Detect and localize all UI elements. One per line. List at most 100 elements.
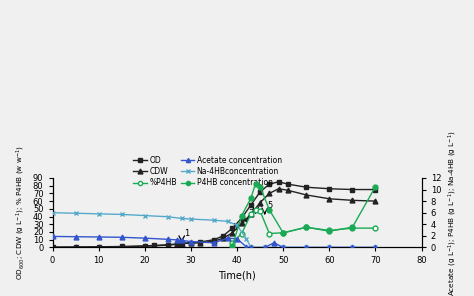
OD <box>220 234 226 238</box>
CDW <box>229 231 235 234</box>
OD <box>349 188 355 191</box>
OD <box>174 242 180 246</box>
P4HB concentration <box>229 244 235 247</box>
OD <box>188 241 194 244</box>
Na-4HBconcentration <box>119 213 125 216</box>
Acetate concentration <box>327 246 332 249</box>
P4HB concentration <box>327 229 332 233</box>
Acetate concentration <box>211 241 217 244</box>
CDW <box>239 222 245 225</box>
Acetate concentration <box>373 246 378 249</box>
CDW <box>174 242 180 246</box>
P4HB concentration <box>253 182 258 186</box>
Acetate concentration <box>73 235 78 239</box>
P4HB concentration <box>349 225 355 229</box>
Na-4HBconcentration <box>50 211 55 215</box>
Na-4HBconcentration <box>234 224 240 227</box>
Na-4HBconcentration <box>244 237 249 241</box>
OD <box>266 182 272 186</box>
Na-4HBconcentration <box>188 217 194 221</box>
OD <box>303 185 309 189</box>
CDW <box>327 197 332 201</box>
%P4HB <box>229 241 235 244</box>
%P4HB <box>266 232 272 235</box>
Line: Na-4HBconcentration: Na-4HBconcentration <box>50 210 378 250</box>
%P4HB <box>303 226 309 229</box>
%P4HB <box>280 231 286 234</box>
%P4HB <box>239 232 245 235</box>
Acetate concentration <box>244 245 249 249</box>
Text: 1: 1 <box>184 229 189 238</box>
CDW <box>96 245 101 249</box>
P4HB concentration <box>266 208 272 212</box>
P4HB concentration <box>280 231 286 235</box>
Na-4HBconcentration <box>303 246 309 249</box>
Na-4HBconcentration <box>142 214 147 217</box>
CDW <box>220 237 226 240</box>
CDW <box>142 244 147 248</box>
Acetate concentration <box>248 246 254 249</box>
OD <box>229 226 235 230</box>
CDW <box>119 245 125 249</box>
Na-4HBconcentration <box>73 211 78 215</box>
OD <box>165 243 171 247</box>
Acetate concentration <box>280 246 286 249</box>
CDW <box>211 239 217 243</box>
Line: Acetate concentration: Acetate concentration <box>50 234 378 250</box>
P4HB concentration <box>257 185 263 189</box>
CDW <box>257 201 263 205</box>
OD <box>257 190 263 194</box>
X-axis label: Time(h): Time(h) <box>218 271 256 281</box>
Line: CDW: CDW <box>50 186 378 250</box>
OD <box>276 180 282 184</box>
Line: %P4HB: %P4HB <box>230 208 378 245</box>
%P4HB <box>248 213 254 216</box>
Acetate concentration <box>179 239 184 242</box>
Na-4HBconcentration <box>211 218 217 222</box>
P4HB concentration <box>239 214 245 217</box>
OD <box>151 244 157 247</box>
Y-axis label: OD$_{600}$; CDW (g L$^{-1}$); % P4HB (w w$^{-1}$): OD$_{600}$; CDW (g L$^{-1}$); % P4HB (w … <box>15 145 27 280</box>
CDW <box>373 199 378 203</box>
OD <box>239 216 245 220</box>
Text: 4: 4 <box>258 200 263 209</box>
Na-4HBconcentration <box>373 246 378 249</box>
Acetate concentration <box>349 246 355 249</box>
Na-4HBconcentration <box>225 220 231 223</box>
Na-4HBconcentration <box>96 212 101 215</box>
OD <box>142 244 147 248</box>
OD <box>50 245 55 249</box>
Acetate concentration <box>50 235 55 238</box>
Acetate concentration <box>262 246 268 249</box>
%P4HB <box>253 209 258 212</box>
OD <box>248 203 254 207</box>
CDW <box>188 242 194 245</box>
CDW <box>73 245 78 249</box>
Acetate concentration <box>271 241 277 244</box>
CDW <box>165 243 171 247</box>
Legend: OD, CDW, %P4HB, Acetate concentration, Na-4HBconcentration, P4HB concentration: OD, CDW, %P4HB, Acetate concentration, N… <box>130 153 285 190</box>
P4HB concentration <box>248 197 254 200</box>
%P4HB <box>349 226 355 230</box>
Acetate concentration <box>142 237 147 240</box>
Line: P4HB concentration: P4HB concentration <box>230 181 378 248</box>
OD <box>373 188 378 191</box>
Na-4HBconcentration <box>327 246 332 249</box>
OD <box>285 182 291 186</box>
Acetate concentration <box>119 236 125 239</box>
OD <box>197 240 203 244</box>
CDW <box>266 192 272 195</box>
Text: 2: 2 <box>239 216 245 226</box>
%P4HB <box>327 229 332 232</box>
OD <box>119 245 125 248</box>
P4HB concentration <box>373 185 378 189</box>
OD <box>73 245 78 249</box>
CDW <box>285 189 291 192</box>
Line: OD: OD <box>50 180 378 249</box>
Na-4HBconcentration <box>280 246 286 249</box>
Na-4HBconcentration <box>349 246 355 249</box>
Y-axis label: Acetate (g L$^{-1}$); P4HB (g L$^{-1}$); Na-4HB (g L$^{-1}$): Acetate (g L$^{-1}$); P4HB (g L$^{-1}$);… <box>447 130 459 296</box>
OD <box>211 238 217 242</box>
Text: 3: 3 <box>248 209 254 218</box>
CDW <box>197 241 203 244</box>
